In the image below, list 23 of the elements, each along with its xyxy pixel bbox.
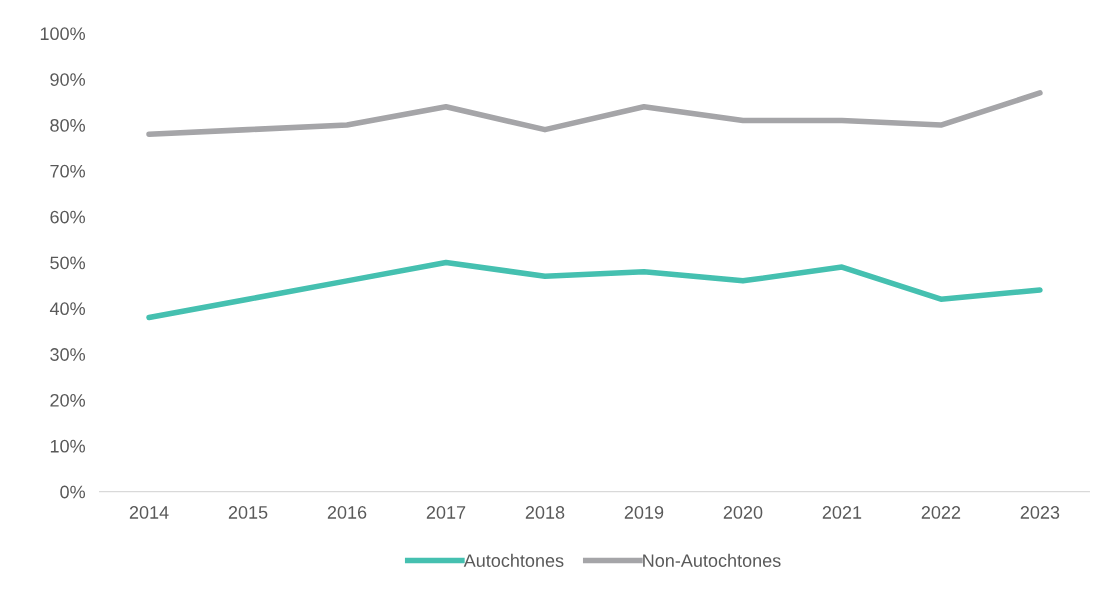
y-tick-label: 30% [50,348,86,361]
legend-label: Non-Autochtones [643,553,781,568]
y-tick-label: 40% [49,302,86,316]
x-tick-label: 2017 [426,506,466,519]
x-tick-label: 2021 [822,506,862,519]
y-tick-label: 10% [50,439,86,453]
y-tick-label: 0% [60,485,86,499]
y-tick-label: 100% [40,27,86,41]
y-tick-label: 70% [50,164,86,178]
legend-label: Autochtones [463,553,564,568]
x-tick-label: 2018 [525,506,565,519]
y-tick-label: 90% [50,73,86,86]
x-tick-label: 2023 [1020,506,1060,519]
y-tick-label: 60% [50,210,86,224]
x-tick-label: 2020 [723,506,763,519]
y-tick-label: 20% [50,393,86,407]
x-tick-label: 2015 [228,506,268,519]
y-tick-label: 50% [50,256,86,270]
x-tick-label: 2022 [921,506,961,519]
x-tick-label: 2016 [327,506,367,519]
x-tick-label: 2014 [129,506,169,519]
y-tick-label: 80% [50,118,86,132]
x-tick-label: 2019 [624,506,664,519]
